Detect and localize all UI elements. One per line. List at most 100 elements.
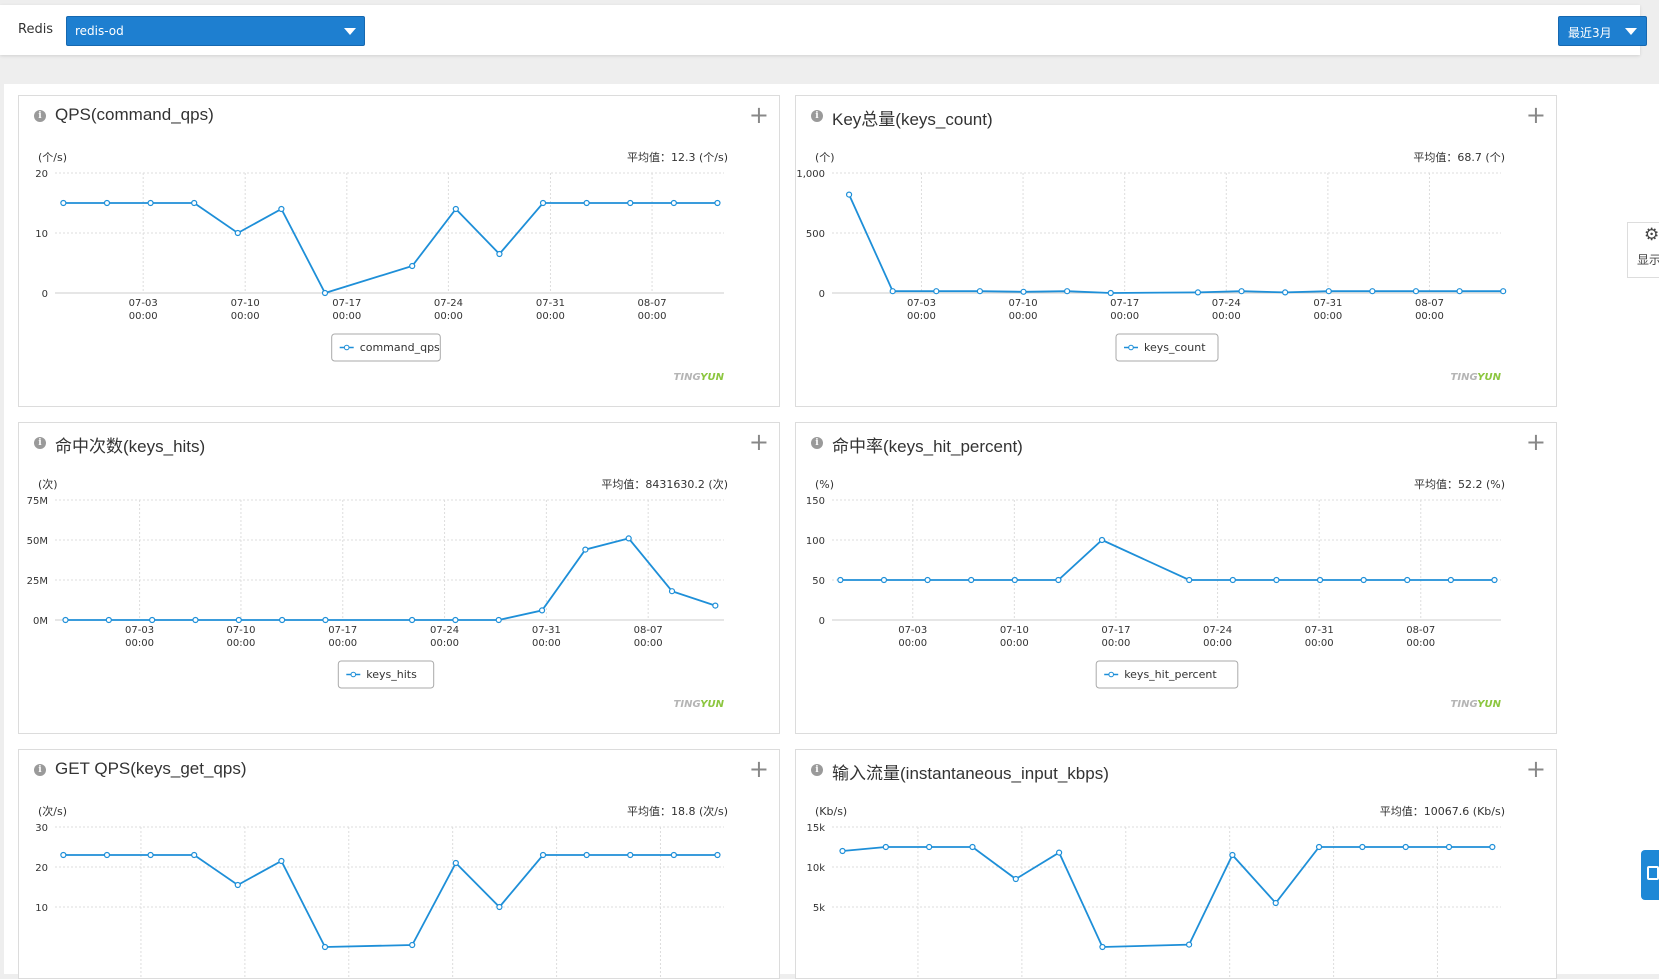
data-point[interactable] bbox=[147, 199, 154, 207]
data-point[interactable] bbox=[452, 859, 459, 867]
data-point[interactable] bbox=[976, 288, 984, 295]
data-point[interactable] bbox=[496, 250, 503, 258]
data-point[interactable] bbox=[1404, 576, 1411, 584]
data-point[interactable] bbox=[625, 535, 632, 542]
data-point[interactable] bbox=[845, 191, 853, 198]
data-point[interactable] bbox=[105, 616, 112, 624]
data-point[interactable] bbox=[278, 857, 285, 865]
data-point[interactable] bbox=[1273, 576, 1280, 584]
data-point[interactable] bbox=[539, 199, 547, 207]
info-icon[interactable]: i bbox=[811, 764, 823, 776]
data-point[interactable] bbox=[1445, 843, 1453, 851]
data-point[interactable] bbox=[627, 851, 634, 859]
data-point[interactable] bbox=[933, 288, 940, 295]
legend[interactable]: keys_hits bbox=[337, 660, 435, 689]
info-icon[interactable]: i bbox=[34, 764, 46, 776]
data-point[interactable] bbox=[103, 199, 111, 207]
plus-icon[interactable]: + bbox=[1525, 101, 1546, 129]
data-point[interactable] bbox=[1194, 289, 1202, 296]
data-point[interactable] bbox=[452, 616, 459, 624]
data-point[interactable] bbox=[1325, 288, 1332, 295]
data-point[interactable] bbox=[278, 205, 285, 213]
redis-instance-select[interactable]: redis-od bbox=[66, 16, 365, 46]
data-point[interactable] bbox=[627, 199, 634, 207]
data-point[interactable] bbox=[1359, 843, 1366, 851]
data-point[interactable] bbox=[969, 843, 976, 851]
data-point[interactable] bbox=[192, 616, 199, 624]
data-point[interactable] bbox=[1447, 576, 1454, 584]
data-point[interactable] bbox=[234, 229, 241, 237]
data-point[interactable] bbox=[1186, 576, 1193, 584]
feedback-tab[interactable] bbox=[1641, 850, 1659, 900]
data-point[interactable] bbox=[714, 199, 721, 207]
data-point[interactable] bbox=[1369, 288, 1376, 295]
data-point[interactable] bbox=[321, 943, 329, 951]
data-point[interactable] bbox=[1011, 576, 1018, 584]
data-point[interactable] bbox=[1229, 851, 1236, 859]
info-icon[interactable]: i bbox=[811, 110, 823, 122]
data-point[interactable] bbox=[880, 576, 888, 584]
legend[interactable]: command_qps bbox=[331, 333, 441, 362]
data-point[interactable] bbox=[924, 576, 931, 584]
data-point[interactable] bbox=[583, 851, 590, 859]
data-point[interactable] bbox=[837, 576, 844, 584]
data-point[interactable] bbox=[191, 851, 198, 859]
data-point[interactable] bbox=[539, 851, 547, 859]
data-point[interactable] bbox=[452, 205, 459, 213]
data-point[interactable] bbox=[322, 616, 329, 624]
data-point[interactable] bbox=[1489, 843, 1496, 851]
data-point[interactable] bbox=[1055, 576, 1062, 584]
data-point[interactable] bbox=[1185, 941, 1193, 948]
data-point[interactable] bbox=[409, 262, 416, 270]
data-point[interactable] bbox=[1020, 288, 1027, 295]
data-point[interactable] bbox=[1238, 288, 1245, 295]
data-point[interactable] bbox=[1456, 288, 1463, 295]
plus-icon[interactable]: + bbox=[1525, 755, 1546, 783]
data-point[interactable] bbox=[103, 851, 111, 859]
data-point[interactable] bbox=[926, 843, 933, 851]
data-point[interactable] bbox=[714, 851, 721, 859]
data-point[interactable] bbox=[62, 616, 69, 624]
data-point[interactable] bbox=[1500, 288, 1507, 295]
plus-icon[interactable]: + bbox=[748, 101, 769, 129]
data-point[interactable] bbox=[235, 616, 242, 624]
data-point[interactable] bbox=[1012, 875, 1019, 883]
data-point[interactable] bbox=[1315, 843, 1323, 851]
info-icon[interactable]: i bbox=[34, 110, 46, 122]
data-point[interactable] bbox=[1056, 849, 1063, 856]
data-point[interactable] bbox=[147, 851, 154, 859]
data-point[interactable] bbox=[279, 616, 286, 624]
data-point[interactable] bbox=[321, 289, 329, 297]
plus-icon[interactable]: + bbox=[1525, 428, 1546, 456]
data-point[interactable] bbox=[495, 616, 502, 624]
data-point[interactable] bbox=[409, 941, 416, 949]
data-point[interactable] bbox=[1064, 288, 1071, 295]
info-icon[interactable]: i bbox=[811, 437, 823, 449]
data-point[interactable] bbox=[670, 199, 677, 207]
info-icon[interactable]: i bbox=[34, 437, 46, 449]
data-point[interactable] bbox=[1282, 289, 1289, 296]
legend[interactable]: keys_count bbox=[1115, 333, 1219, 362]
data-point[interactable] bbox=[60, 851, 67, 859]
data-point[interactable] bbox=[1098, 536, 1106, 544]
data-point[interactable] bbox=[1402, 843, 1409, 851]
data-point[interactable] bbox=[1360, 576, 1367, 584]
data-point[interactable] bbox=[191, 199, 198, 207]
data-point[interactable] bbox=[149, 616, 156, 624]
data-point[interactable] bbox=[889, 288, 896, 295]
data-point[interactable] bbox=[882, 843, 889, 851]
data-point[interactable] bbox=[839, 847, 846, 855]
data-point[interactable] bbox=[1229, 576, 1236, 584]
data-point[interactable] bbox=[670, 851, 677, 859]
data-point[interactable] bbox=[234, 881, 241, 889]
data-point[interactable] bbox=[1099, 943, 1106, 951]
data-point[interactable] bbox=[583, 199, 590, 207]
data-point[interactable] bbox=[1272, 899, 1279, 907]
data-point[interactable] bbox=[668, 588, 676, 595]
data-point[interactable] bbox=[1316, 576, 1324, 584]
data-point[interactable] bbox=[496, 903, 503, 911]
data-point[interactable] bbox=[1491, 576, 1498, 584]
plus-icon[interactable]: + bbox=[748, 755, 769, 783]
data-point[interactable] bbox=[60, 199, 67, 207]
legend[interactable]: keys_hit_percent bbox=[1095, 660, 1239, 689]
